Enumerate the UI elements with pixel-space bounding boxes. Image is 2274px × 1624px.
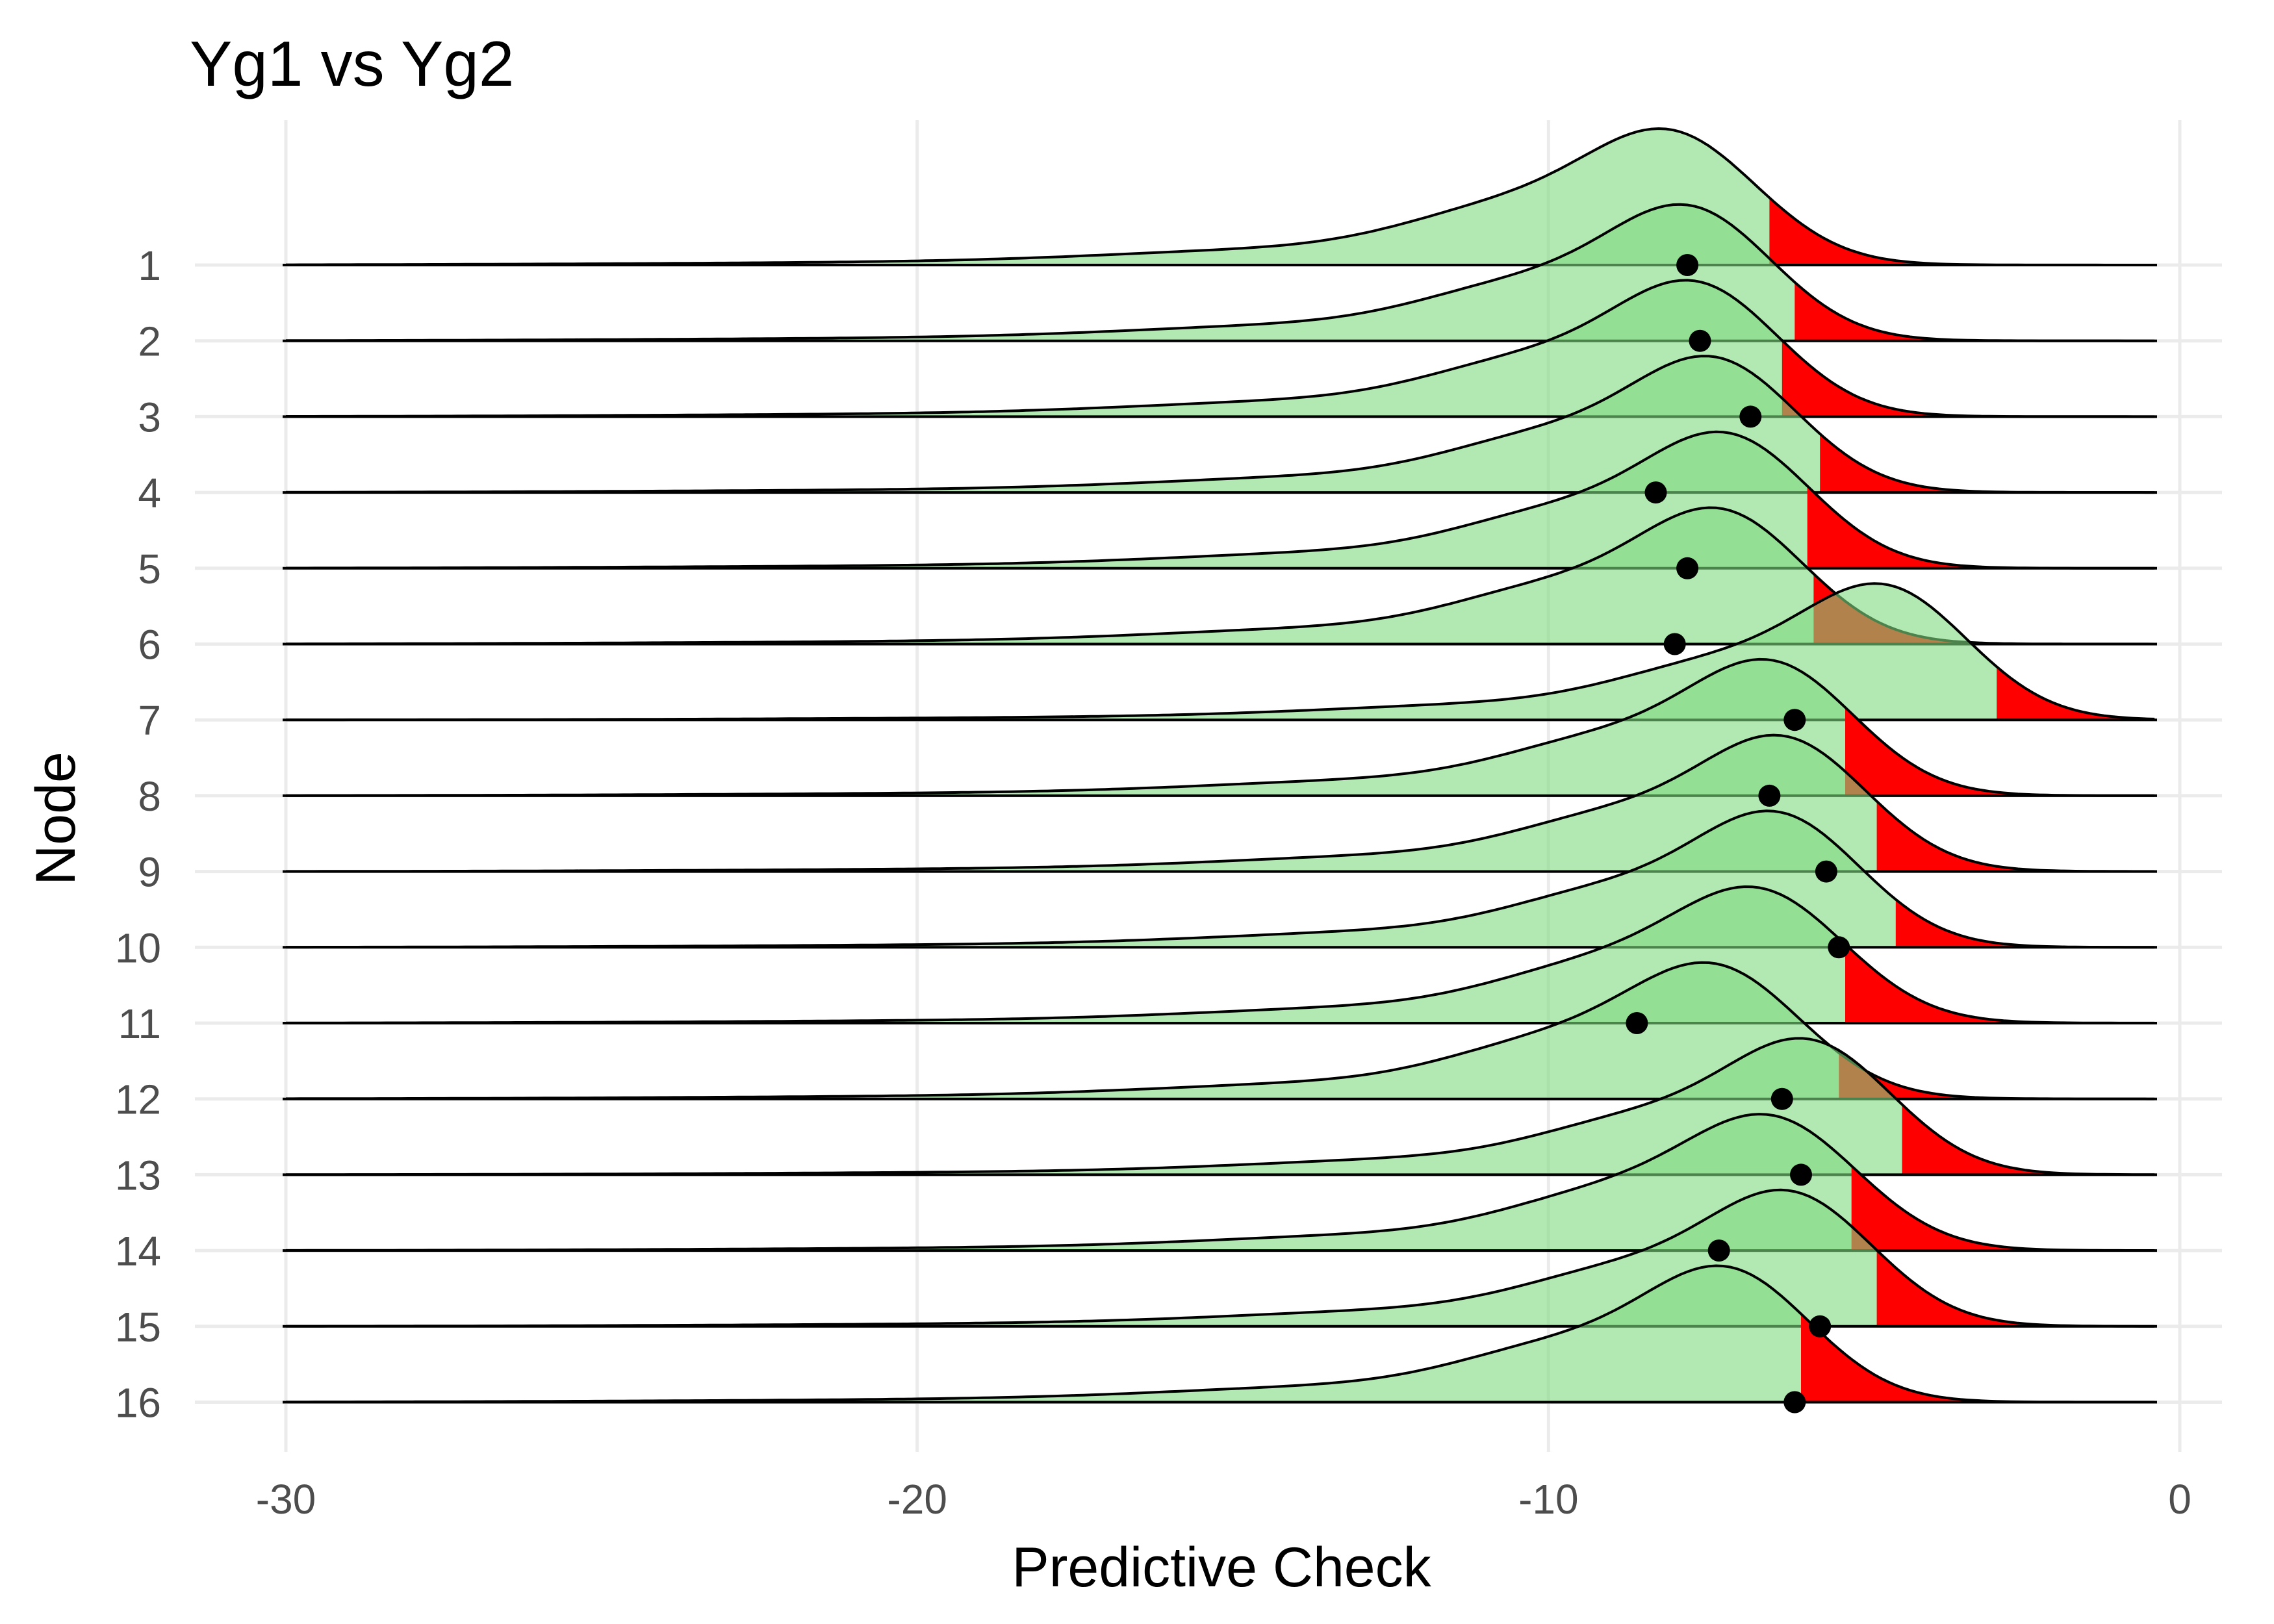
y-tick-label: 3 (138, 394, 161, 440)
observed-point-node-9 (1815, 860, 1837, 883)
observed-point-node-4 (1644, 481, 1667, 504)
tail-area (1845, 944, 2155, 1023)
density-fill (286, 1114, 2155, 1251)
density-outline (286, 1188, 2155, 1328)
tail-area (1876, 801, 2155, 872)
observed-point-node-12 (1770, 1087, 1793, 1110)
density-outline (286, 1264, 2155, 1404)
density-fill (286, 129, 2155, 265)
y-tick-label: 16 (115, 1380, 161, 1427)
tail-area (1902, 1104, 2155, 1175)
tail-area (1851, 1165, 2155, 1251)
y-tick-label: 1 (138, 242, 161, 289)
ridges (283, 127, 2157, 1404)
observed-point-node-11 (1626, 1012, 1648, 1034)
observed-point-node-5 (1676, 557, 1699, 579)
density-fill (286, 507, 2155, 644)
tail-area (1769, 197, 2155, 265)
tail-area (1997, 666, 2155, 720)
observed-point-node-2 (1689, 329, 1711, 352)
ridge-node-7 (283, 582, 2157, 722)
y-tick-label: 12 (115, 1076, 161, 1123)
y-tick-label: 5 (138, 546, 161, 592)
ridge-node-2 (283, 203, 2157, 342)
y-tick-label: 9 (138, 849, 161, 896)
tail-area (1801, 1313, 2155, 1402)
density-fill (286, 204, 2155, 341)
density-outline (286, 733, 2155, 873)
ridge-node-16 (283, 1264, 2157, 1404)
y-tick-label: 15 (115, 1304, 161, 1351)
observed-point-node-6 (1663, 633, 1686, 655)
y-tick-label: 8 (138, 773, 161, 820)
tail-area (1895, 899, 2155, 948)
ridge-node-3 (283, 279, 2157, 418)
y-tick-label: 4 (138, 470, 161, 516)
observed-point-node-16 (1783, 1391, 1806, 1414)
y-tick-label: 13 (115, 1152, 161, 1199)
density-outline (286, 203, 2155, 342)
y-tick-label: 6 (138, 622, 161, 668)
ridge-node-4 (283, 355, 2157, 494)
density-fill (286, 659, 2155, 796)
tail-area (1782, 340, 2155, 417)
observed-point-node-8 (1758, 784, 1781, 807)
y-tick-label: 2 (138, 318, 161, 365)
x-tick-labels: -30 -20 -10 0 (256, 1476, 2191, 1523)
density-outline (286, 279, 2155, 418)
density-fill (286, 962, 2155, 1099)
x-tick-label: 0 (2168, 1476, 2191, 1523)
ridge-node-1 (283, 127, 2157, 266)
density-outline (286, 1037, 2155, 1176)
x-tick-label: -20 (887, 1476, 947, 1523)
tail-area (1820, 433, 2155, 493)
tail-area (1807, 486, 2155, 568)
density-fill (286, 1038, 2155, 1175)
y-tick-label: 10 (115, 924, 161, 971)
density-outline (286, 809, 2155, 949)
density-outline (286, 657, 2155, 797)
observed-point-node-7 (1783, 709, 1806, 731)
y-tick-label: 11 (118, 1000, 161, 1047)
density-outline (286, 430, 2155, 570)
tail-area (1795, 282, 2155, 341)
observed-point-node-1 (1676, 254, 1699, 276)
y-axis-title: Node (25, 752, 87, 885)
chart-title: Yg1 vs Yg2 (190, 28, 514, 99)
tail-area (1876, 1250, 2155, 1326)
tail-area (1845, 707, 2155, 796)
density-fill (286, 735, 2155, 872)
observed-point-node-13 (1790, 1163, 1812, 1186)
observed-point-node-14 (1707, 1239, 1730, 1262)
density-outline (286, 1113, 2155, 1252)
density-outline (286, 355, 2155, 494)
x-tick-label: -10 (1518, 1476, 1579, 1523)
density-fill (286, 583, 2155, 720)
density-fill (286, 280, 2155, 417)
observed-point-node-10 (1828, 936, 1850, 959)
observed-point-node-3 (1739, 405, 1762, 428)
x-tick-label: -30 (256, 1476, 316, 1523)
density-outline (286, 127, 2155, 266)
ridge-node-5 (283, 430, 2157, 570)
y-tick-label: 14 (115, 1228, 161, 1275)
observed-point-node-15 (1809, 1315, 1832, 1338)
ridge-node-13 (283, 1037, 2157, 1176)
density-fill (286, 1265, 2155, 1402)
density-outline (286, 582, 2155, 722)
y-tick-label: 7 (138, 697, 161, 744)
x-axis-title: Predictive Check (1012, 1536, 1431, 1599)
observed-points (1626, 254, 1850, 1414)
